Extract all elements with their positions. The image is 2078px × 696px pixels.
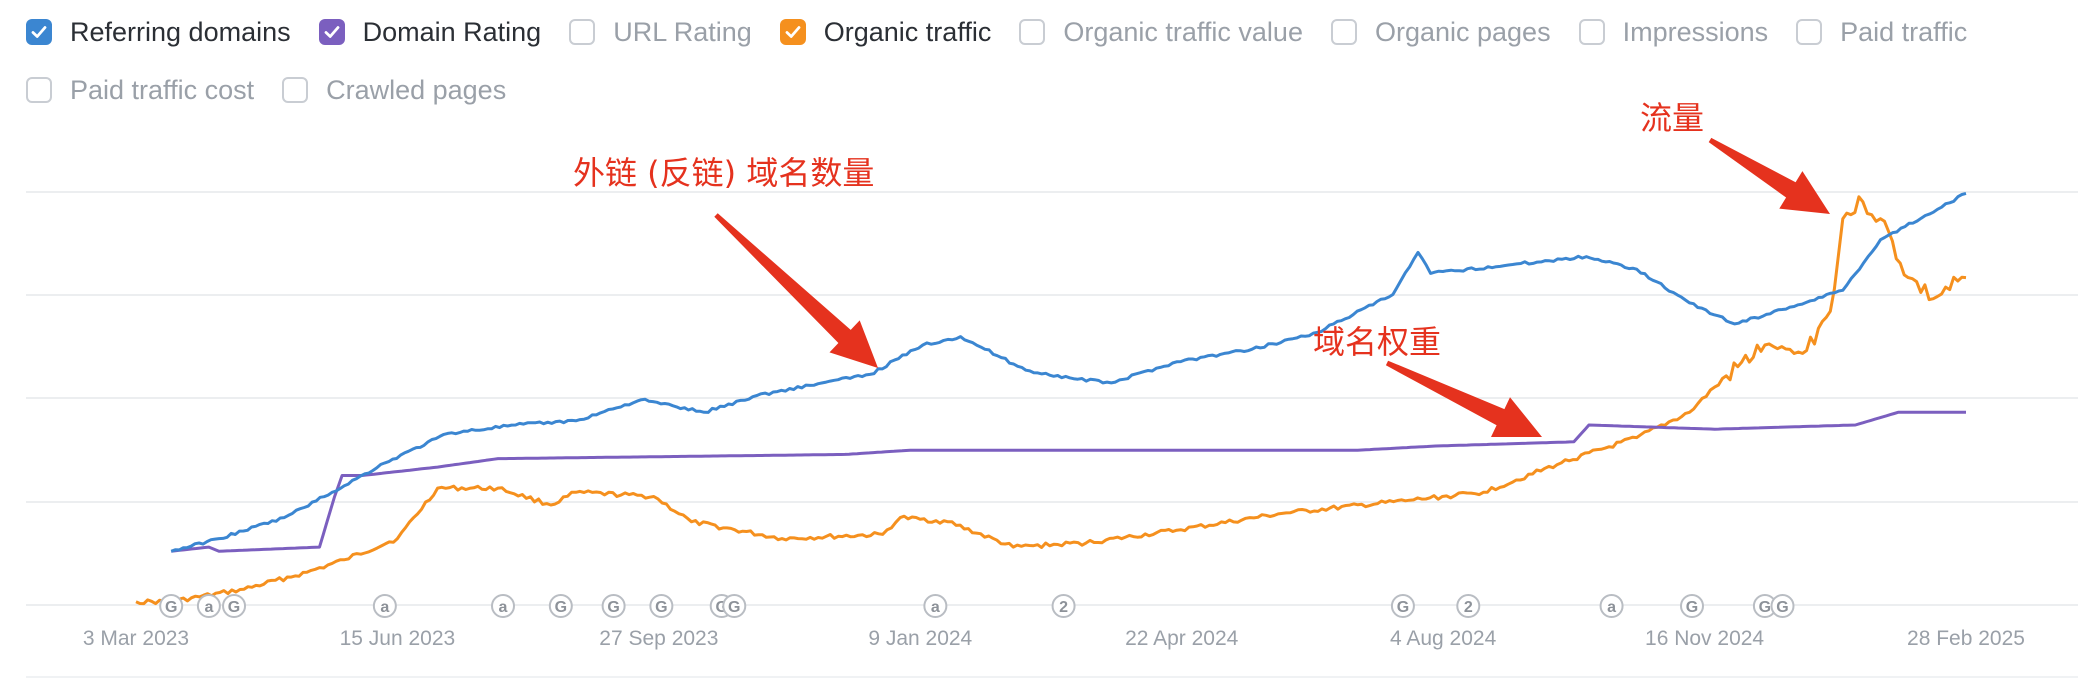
- x-tick-label: 27 Sep 2023: [599, 627, 718, 650]
- legend-label: Impressions: [1622, 16, 1769, 47]
- event-marker: G: [1680, 594, 1705, 618]
- legend-label: Paid traffic: [1840, 16, 1968, 47]
- event-marker: 2: [1051, 594, 1076, 618]
- svg-text:G: G: [555, 599, 567, 616]
- checkbox-organic-traffic-value[interactable]: [1019, 19, 1046, 45]
- x-tick-label: 22 Apr 2024: [1125, 627, 1239, 650]
- annotation-referring-domains: 外链 (反链) 域名数量: [573, 154, 875, 192]
- legend-label: Paid traffic cost: [70, 74, 255, 105]
- arrow-referring-domains: [714, 213, 878, 368]
- event-marker: G: [1770, 594, 1795, 618]
- x-tick-label: 28 Feb 2025: [1907, 627, 2025, 650]
- legend-item-paid-traffic[interactable]: Paid traffic: [1796, 14, 1967, 50]
- legend-item-organic-traffic-value[interactable]: Organic traffic value: [1019, 14, 1303, 50]
- svg-text:a: a: [204, 599, 213, 616]
- event-marker: G: [601, 594, 626, 618]
- annotation-arrows: [714, 137, 1830, 437]
- svg-text:G: G: [1759, 599, 1771, 616]
- event-marker: 2: [1456, 594, 1481, 618]
- event-marker: a: [372, 594, 397, 618]
- legend-item-organic-traffic[interactable]: Organic traffic: [779, 14, 992, 50]
- checkbox-domain-rating[interactable]: [318, 19, 345, 45]
- legend-item-impressions[interactable]: Impressions: [1578, 14, 1769, 50]
- checkbox-organic-traffic[interactable]: [779, 19, 806, 45]
- svg-text:a: a: [499, 599, 508, 616]
- event-marker: G: [159, 594, 184, 618]
- svg-text:G: G: [728, 599, 740, 616]
- legend-item-crawled-pages[interactable]: Crawled pages: [282, 72, 506, 108]
- svg-text:G: G: [607, 599, 619, 616]
- event-marker: G: [222, 594, 247, 618]
- annotation-traffic: 流量: [1640, 99, 1705, 137]
- svg-text:G: G: [1776, 599, 1788, 616]
- legend-item-paid-traffic-cost[interactable]: Paid traffic cost: [26, 72, 254, 108]
- svg-text:2: 2: [1059, 599, 1068, 616]
- checkbox-paid-traffic[interactable]: [1796, 19, 1823, 45]
- legend-label: Organic traffic: [823, 16, 992, 47]
- event-marker: G: [649, 594, 674, 618]
- svg-text:G: G: [1686, 599, 1698, 616]
- checkbox-referring-domains[interactable]: [26, 19, 52, 45]
- annotation-domain-rating: 域名权重: [1313, 323, 1442, 361]
- svg-text:a: a: [1607, 599, 1616, 616]
- checkbox-url-rating[interactable]: [569, 19, 596, 45]
- chart-series: [135, 191, 1967, 606]
- checkbox-impressions[interactable]: [1578, 19, 1605, 45]
- legend-item-domain-rating[interactable]: Domain Rating: [318, 14, 542, 50]
- svg-text:a: a: [931, 599, 940, 616]
- arrow-domain-rating: [1385, 360, 1542, 437]
- legend-label: Referring domains: [70, 16, 291, 47]
- legend-label: Crawled pages: [326, 74, 507, 105]
- x-tick-label: 3 Mar 2023: [83, 627, 189, 650]
- event-marker: G: [548, 594, 573, 618]
- svg-text:a: a: [380, 599, 389, 616]
- x-tick-label: 4 Aug 2024: [1390, 627, 1497, 650]
- x-tick-label: 9 Jan 2024: [868, 627, 972, 650]
- x-tick-label: 16 Nov 2024: [1645, 627, 1764, 650]
- checkbox-paid-traffic-cost[interactable]: [26, 77, 52, 103]
- legend-label: URL Rating: [613, 16, 752, 47]
- legend-item-referring-domains[interactable]: Referring domains: [26, 14, 291, 50]
- legend: Referring domains Domain Rating URL Rating…: [26, 14, 2066, 108]
- x-tick-label: 15 Jun 2023: [340, 627, 456, 650]
- series-line-domain-rating: [171, 410, 1966, 553]
- checkbox-crawled-pages[interactable]: [282, 77, 309, 103]
- svg-text:G: G: [1397, 599, 1409, 616]
- svg-text:2: 2: [1464, 599, 1473, 616]
- event-marker: a: [923, 594, 948, 618]
- checkbox-organic-pages[interactable]: [1330, 19, 1357, 45]
- legend-label: Domain Rating: [362, 16, 542, 47]
- legend-item-organic-pages[interactable]: Organic pages: [1330, 14, 1551, 50]
- series-line-organic-traffic: [135, 195, 1967, 606]
- legend-label: Organic pages: [1374, 16, 1551, 47]
- arrow-traffic: [1708, 137, 1830, 214]
- svg-text:G: G: [165, 599, 177, 616]
- event-marker: a: [196, 594, 221, 618]
- event-marker: G: [1390, 594, 1415, 618]
- event-marker: G: [722, 594, 747, 618]
- svg-text:G: G: [655, 599, 667, 616]
- svg-text:G: G: [228, 599, 240, 616]
- event-marker: a: [1599, 594, 1624, 618]
- series-line-referring-domains: [170, 191, 1967, 553]
- event-marker: G: [1752, 594, 1777, 618]
- legend-label: Organic traffic value: [1063, 16, 1303, 47]
- legend-item-url-rating[interactable]: URL Rating: [569, 14, 752, 50]
- event-marker: a: [491, 594, 516, 618]
- x-axis-ticks: 3 Mar 2023 15 Jun 2023 27 Sep 2023 9 Jan 20…: [83, 627, 2025, 650]
